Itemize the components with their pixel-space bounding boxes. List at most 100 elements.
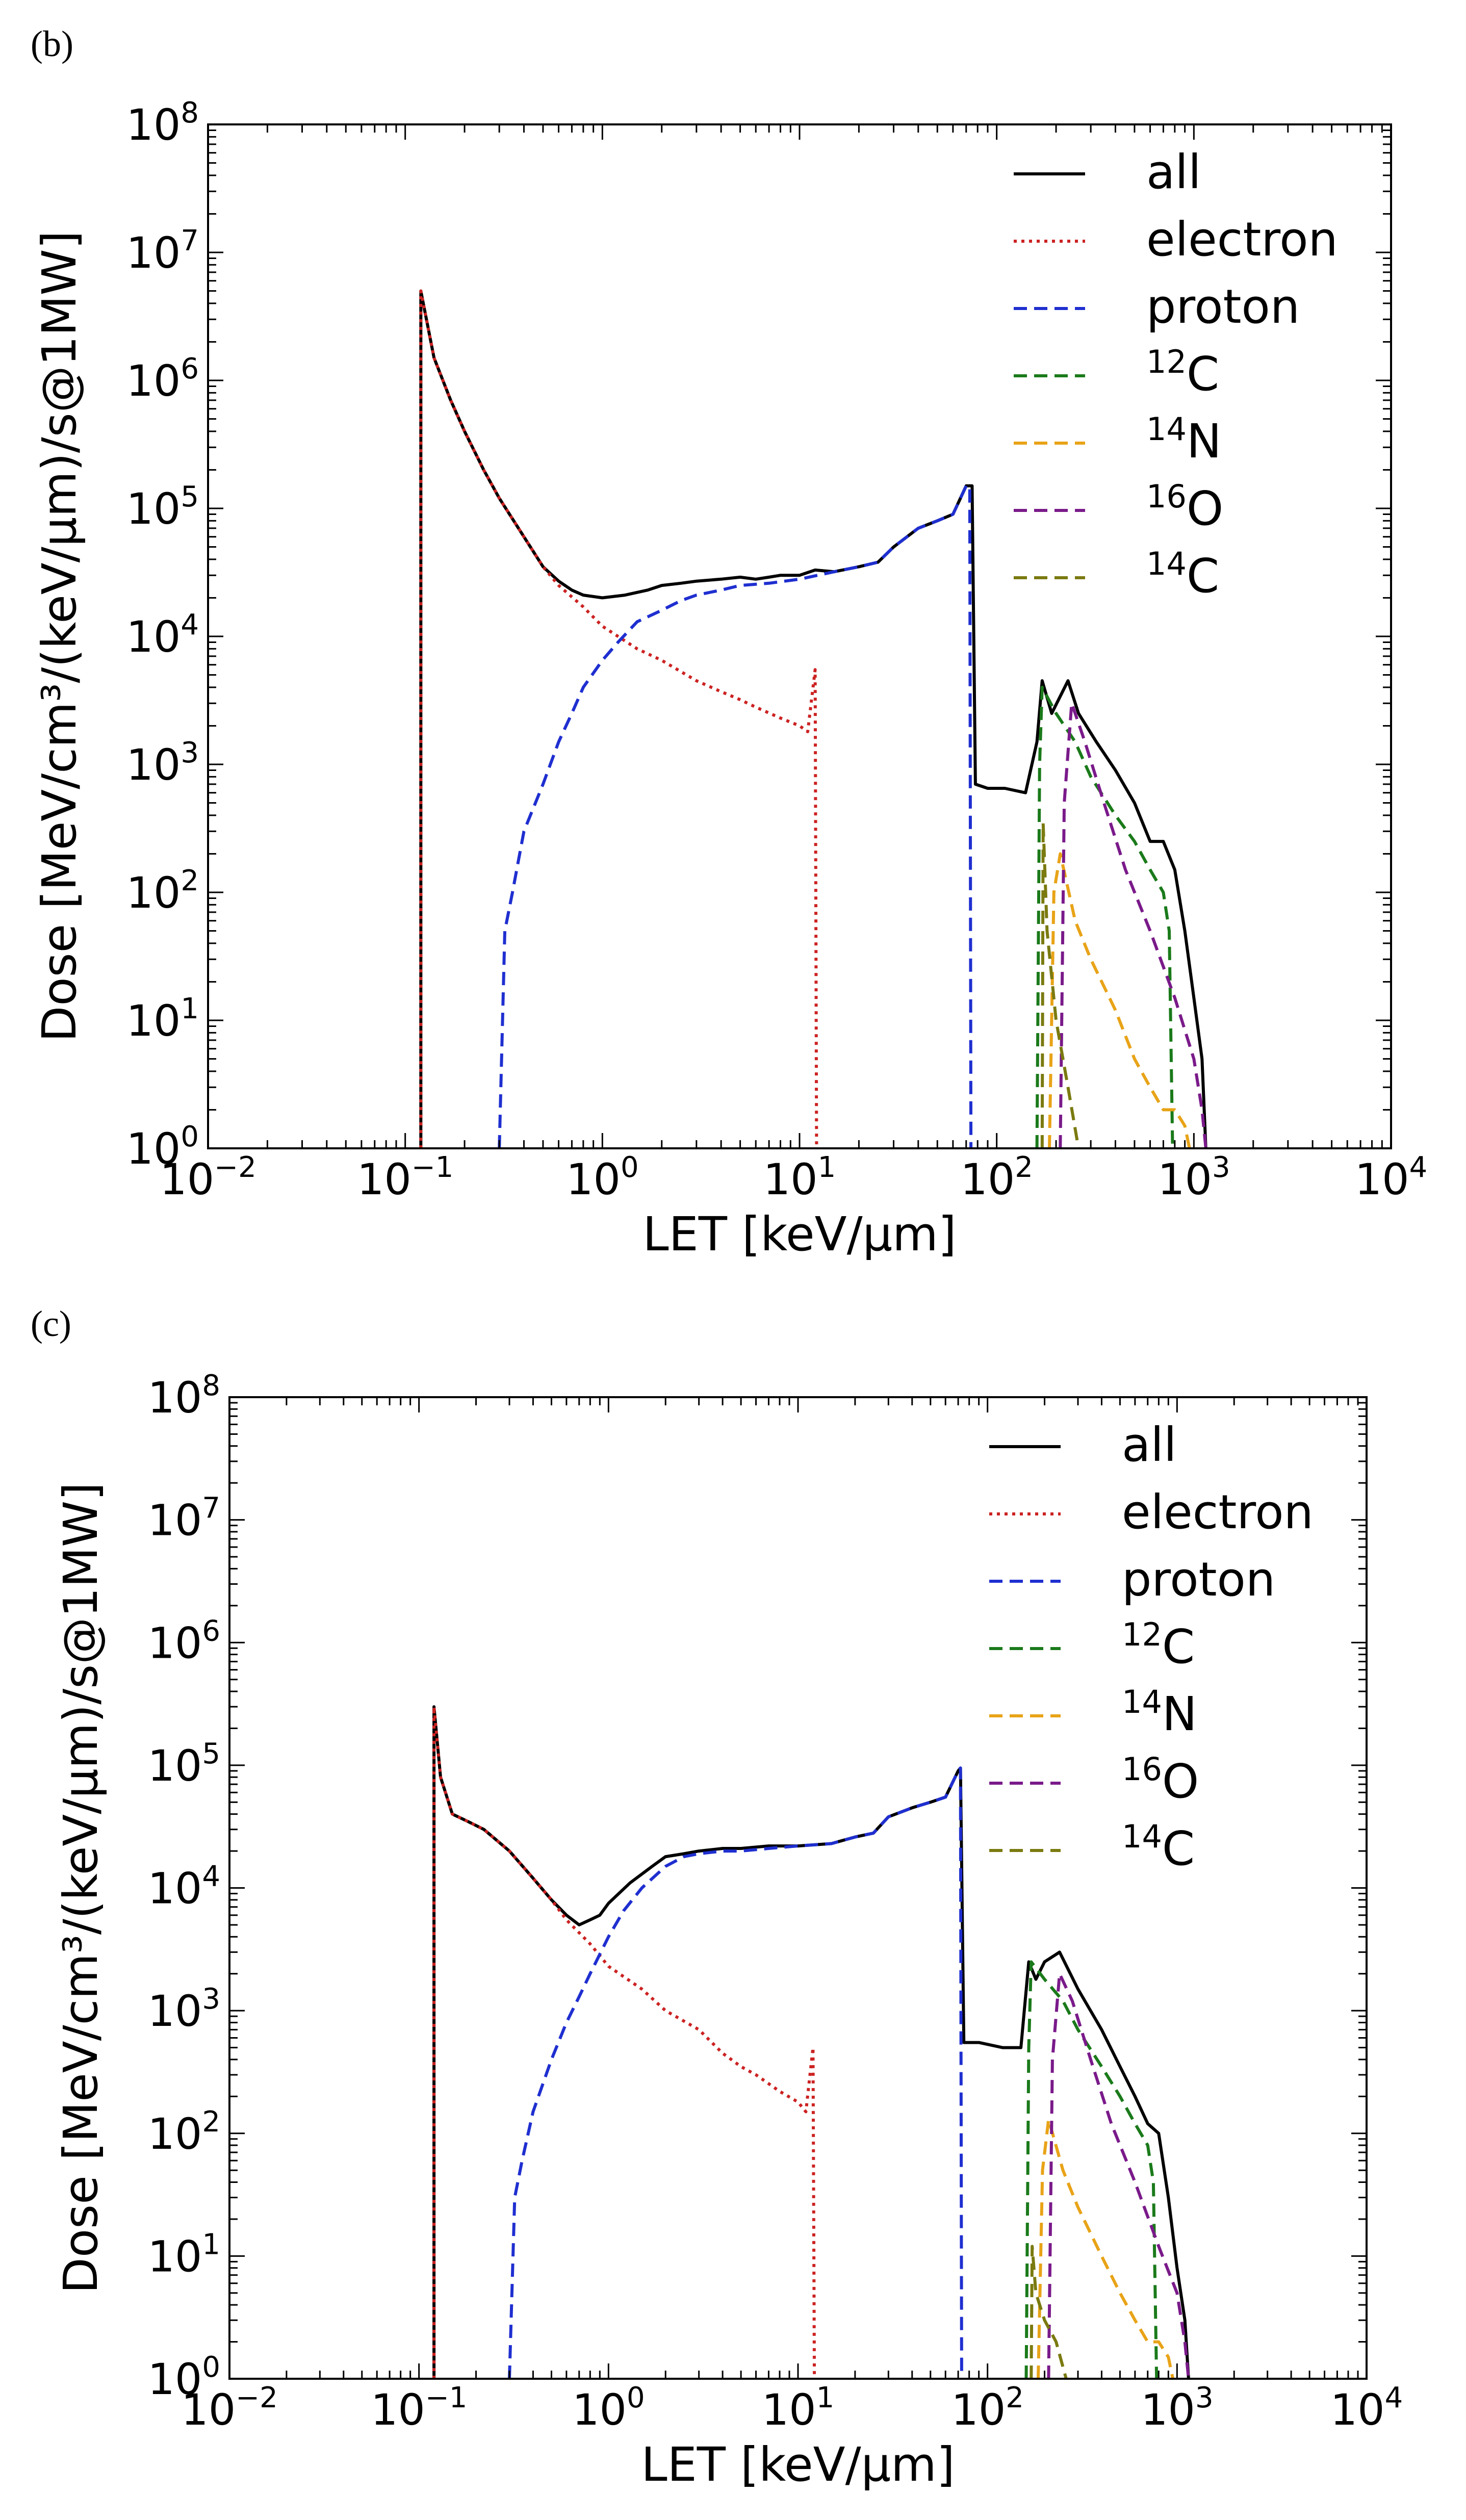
x-tick-label: 102 xyxy=(960,1151,1033,1204)
x-tick-base: 10 xyxy=(181,2385,236,2435)
y-tick-base: 10 xyxy=(147,1618,202,1668)
legend-label-all: all xyxy=(1146,145,1201,199)
legend-label-all: all xyxy=(1122,1418,1177,1472)
y-tick-base: 10 xyxy=(147,1373,202,1423)
y-tick-label: 108 xyxy=(126,96,199,150)
y-tick-label: 106 xyxy=(147,1614,220,1668)
x-tick-base: 10 xyxy=(1355,1154,1409,1204)
x-axis-title: LET [keV/μm] xyxy=(642,1207,956,1262)
x-tick-label: 104 xyxy=(1330,2381,1403,2435)
legend-sup: 12 xyxy=(1146,343,1187,380)
y-tick-label: 101 xyxy=(147,2228,220,2281)
legend-label-14C: 14C xyxy=(1146,545,1219,603)
x-tick-exp: 3 xyxy=(1195,2381,1214,2414)
x-tick-exp: 3 xyxy=(1212,1151,1230,1184)
y-tick-base: 10 xyxy=(126,612,181,662)
y-tick-exp: 3 xyxy=(202,1983,220,2016)
legend-label-12C: 12C xyxy=(1146,343,1219,401)
y-tick-base: 10 xyxy=(126,100,181,150)
x-tick-label: 10−1 xyxy=(357,1151,453,1204)
y-tick-label: 103 xyxy=(147,1983,220,2036)
chart-panel-b: (b)10−2 10−1 100 101 102 103 10410010110210310… xyxy=(31,23,1427,1262)
legend-label: C xyxy=(1162,1619,1195,1674)
x-tick-exp: 4 xyxy=(1409,1151,1428,1184)
x-tick-base: 10 xyxy=(960,1154,1015,1204)
y-tick-label: 103 xyxy=(126,736,199,790)
y-tick-exp: 1 xyxy=(181,992,199,1025)
x-tick-exp: 1 xyxy=(816,2381,835,2414)
y-tick-label: 104 xyxy=(126,608,199,662)
y-tick-base: 10 xyxy=(126,228,181,278)
series-line-proton xyxy=(508,1766,963,2379)
y-tick-base: 10 xyxy=(126,1124,181,1174)
y-tick-base: 10 xyxy=(126,740,181,790)
legend-sup: 14 xyxy=(1122,1818,1162,1855)
series-group xyxy=(419,289,1207,1148)
y-tick-exp: 8 xyxy=(202,1369,220,1402)
y-tick-label: 105 xyxy=(126,480,199,534)
legend-label: O xyxy=(1162,1754,1199,1809)
x-tick-label: 104 xyxy=(1355,1151,1428,1204)
series-line-16O xyxy=(1047,1972,1190,2379)
x-tick-exp: 0 xyxy=(621,1151,639,1184)
x-tick-exp: 2 xyxy=(1006,2381,1024,2414)
legend-sup: 12 xyxy=(1122,1616,1162,1653)
y-tick-base: 10 xyxy=(147,1741,202,1791)
x-tick-exp: −1 xyxy=(411,1151,454,1184)
y-tick-exp: 6 xyxy=(202,1614,220,1648)
y-tick-exp: 4 xyxy=(202,1860,220,1893)
x-tick-base: 10 xyxy=(566,1154,621,1204)
series-line-electron xyxy=(419,289,818,1148)
x-tick-label: 103 xyxy=(1141,2381,1214,2435)
legend-label-12C: 12C xyxy=(1122,1616,1195,1674)
y-tick-label: 105 xyxy=(147,1737,220,1791)
y-tick-exp: 0 xyxy=(202,2351,220,2384)
x-tick-exp: 4 xyxy=(1385,2381,1403,2414)
legend-sup: 16 xyxy=(1146,478,1187,515)
y-tick-label: 102 xyxy=(147,2105,220,2159)
y-tick-base: 10 xyxy=(147,1496,202,1546)
x-tick-base: 10 xyxy=(1141,2385,1195,2435)
legend-label: N xyxy=(1187,414,1222,469)
x-tick-base: 10 xyxy=(1158,1154,1212,1204)
y-tick-base: 10 xyxy=(126,356,181,406)
legend-sup: 14 xyxy=(1122,1683,1162,1720)
legend-label: proton xyxy=(1146,279,1300,334)
legend-sup: 14 xyxy=(1146,545,1187,582)
series-line-proton xyxy=(498,484,973,1148)
y-tick-base: 10 xyxy=(147,1864,202,1914)
legend-sup: 16 xyxy=(1122,1751,1162,1788)
y-tick-exp: 4 xyxy=(181,608,199,641)
y-tick-label: 107 xyxy=(147,1492,220,1546)
series-line-all xyxy=(419,289,1207,1148)
y-tick-label: 104 xyxy=(147,1860,220,1914)
y-axis-title: Dose [MeV/cm³/(keV/μm)/s@1MW] xyxy=(32,231,87,1042)
x-tick-base: 10 xyxy=(763,1154,818,1204)
x-tick-label: 10−1 xyxy=(371,2381,467,2435)
x-tick-base: 10 xyxy=(371,2385,425,2435)
legend-label: all xyxy=(1146,145,1201,199)
chart-panel-c: (c)10−2 10−1 100 101 102 103 10410010110210310… xyxy=(31,1303,1403,2492)
legend-label: electron xyxy=(1146,212,1338,267)
legend-label-proton: proton xyxy=(1122,1552,1275,1607)
legend-label-16O: 16O xyxy=(1146,478,1223,536)
x-tick-label: 10−2 xyxy=(160,1151,256,1204)
legend-label: C xyxy=(1187,549,1219,603)
legend-label: proton xyxy=(1122,1552,1275,1607)
series-line-14N xyxy=(1048,852,1191,1148)
x-tick-base: 10 xyxy=(160,1154,214,1204)
x-tick-label: 101 xyxy=(762,2381,835,2435)
legend-label-14N: 14N xyxy=(1146,410,1222,469)
y-tick-label: 101 xyxy=(126,992,199,1046)
x-tick-label: 100 xyxy=(566,1151,639,1204)
y-tick-exp: 2 xyxy=(202,2105,220,2139)
legend-label: N xyxy=(1162,1687,1197,1741)
x-tick-exp: 2 xyxy=(1015,1151,1033,1184)
legend-label-electron: electron xyxy=(1146,212,1338,267)
legend-label: electron xyxy=(1122,1485,1314,1539)
x-tick-label: 101 xyxy=(763,1151,836,1204)
panel-label: (b) xyxy=(31,23,73,64)
y-tick-exp: 5 xyxy=(181,480,199,513)
legend-label-electron: electron xyxy=(1122,1485,1314,1539)
